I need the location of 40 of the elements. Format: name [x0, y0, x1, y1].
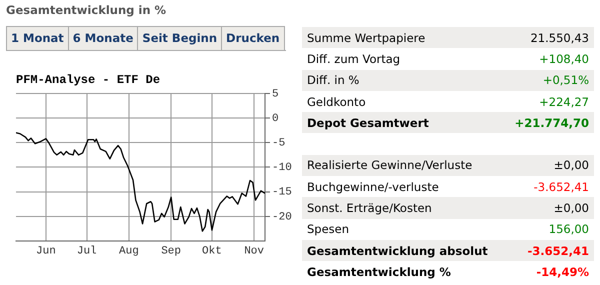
text: Seit Beginn [137, 26, 222, 51]
y-tick-label: -15 [272, 186, 292, 199]
y-tick-label: 5 [272, 88, 279, 100]
category-label: Sonst. Erträge/Kosten [307, 201, 432, 216]
text: ±0,00 [554, 158, 589, 172]
text: -14,49% [536, 264, 589, 279]
y-tick-label: -5 [272, 138, 286, 150]
text: +108,40 [539, 52, 589, 66]
text: ±0,00 [554, 201, 589, 216]
y-tick-label: -20 [272, 211, 292, 224]
text: -3.652,41 [534, 180, 589, 194]
x-tick-label: Jun [36, 246, 56, 258]
y-tick-label: -10 [272, 162, 292, 174]
x-tick-label: Okt [202, 246, 222, 258]
x-tick-label: Jul [76, 246, 97, 258]
text: -3.652,41 [527, 244, 589, 258]
category-label: Depot Gesamtwert [307, 116, 429, 130]
text: 6 Monate [68, 26, 138, 51]
x-tick-label: Aug [119, 246, 139, 258]
text: 156,00 [548, 222, 589, 236]
text: +224,27 [539, 94, 589, 109]
category-label: Gesamtentwicklung % [307, 264, 451, 279]
x-tick-label: Nov [244, 246, 264, 258]
category-label: Diff. in % [307, 73, 360, 88]
category-label: Realisierte Gewinne/Verluste [307, 158, 472, 172]
category-label: Gesamtentwicklung absolut [307, 244, 488, 258]
category-label: Diff. zum Vortag [307, 52, 400, 66]
category-label: Geldkonto [307, 94, 366, 109]
text: 1 Monat [6, 26, 69, 51]
text: Drucken [221, 26, 285, 51]
category-label: Summe Wertpapiere [307, 30, 426, 45]
chart-subtitle: PFM-Analyse - ETF De [16, 73, 160, 88]
chart-title: Gesamtentwicklung in % [6, 3, 166, 17]
category-label: Buchgewinne/-verluste [307, 180, 439, 194]
x-tick-label: Sep [161, 246, 182, 258]
category-label: Spesen [307, 222, 350, 236]
text: 21.550,43 [530, 30, 589, 45]
text: +0,51% [542, 73, 589, 88]
text: +21.774,70 [514, 116, 589, 130]
y-tick-label: 0 [272, 112, 279, 125]
